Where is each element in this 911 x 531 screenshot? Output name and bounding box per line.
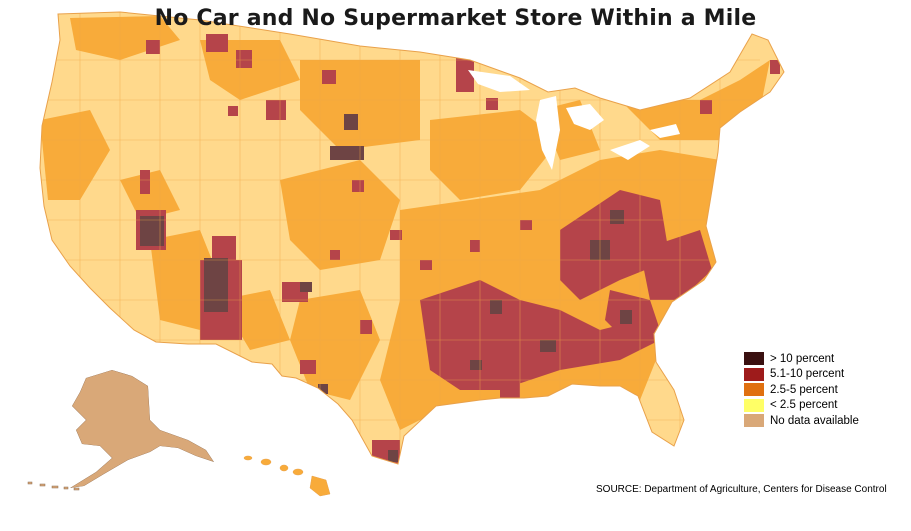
legend-label: 5.1-10 percent [770, 368, 845, 381]
county-borders [40, 12, 760, 464]
very-high-rate-counties [140, 114, 632, 462]
us-outline [39, 11, 785, 465]
hawaii [243, 455, 331, 497]
legend-swatch [744, 367, 764, 381]
legend: > 10 percent 5.1-10 percent 2.5-5 percen… [744, 351, 904, 429]
legend-item: > 10 percent [744, 351, 904, 367]
alaska [27, 370, 214, 491]
legend-item: No data available [744, 413, 904, 429]
legend-swatch [744, 414, 764, 428]
legend-item: 5.1-10 percent [744, 367, 904, 383]
legend-swatch [744, 398, 764, 412]
page-title: No Car and No Supermarket Store Within a… [154, 6, 757, 31]
source-credit: SOURCE: Department of Agriculture, Cente… [596, 484, 887, 495]
legend-item: 2.5-5 percent [744, 382, 904, 398]
legend-item: < 2.5 percent [744, 398, 904, 414]
legend-swatch [744, 383, 764, 397]
legend-label: > 10 percent [770, 352, 835, 365]
legend-label: 2.5-5 percent [770, 383, 838, 396]
great-lakes [468, 70, 680, 170]
legend-swatch [744, 352, 764, 366]
legend-label: < 2.5 percent [770, 399, 838, 412]
legend-label: No data available [770, 414, 859, 427]
